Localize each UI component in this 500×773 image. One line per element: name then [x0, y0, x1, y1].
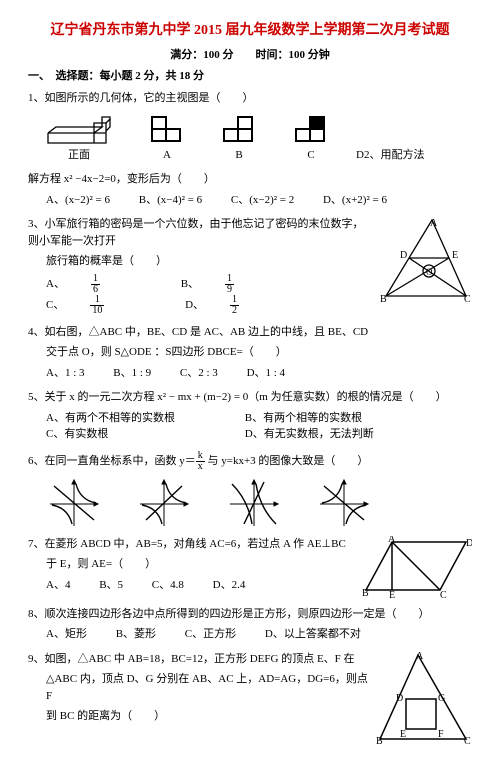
q4-c: C、2 : 3 — [180, 365, 218, 382]
rhombus-figure: A D B E C — [362, 536, 472, 598]
q7-b: B、5 — [99, 577, 123, 594]
q1-solid: 正面 — [46, 111, 112, 164]
lbl-B: B — [362, 588, 369, 598]
view-c-icon — [294, 115, 328, 145]
q4-stem2: 交于点 O，则 S△ODE ：S四边形 DBCE=（ ） — [46, 344, 472, 361]
question-2: 解方程 x² −4x−2=0，变形后为（ ） A、(x−2)² = 6 B、(x… — [28, 171, 472, 208]
view-b-icon — [222, 115, 256, 145]
q2-a: A、(x−2)² = 6 — [46, 192, 110, 209]
front-label: 正面 — [46, 147, 112, 164]
q4-a: A、1 : 3 — [46, 365, 85, 382]
q3-c: C、110 — [46, 295, 156, 316]
q8-a: A、矩形 — [46, 626, 87, 643]
q2-c: C、(x−2)² = 2 — [231, 192, 294, 209]
lbl-D: D — [466, 538, 472, 549]
opt-d-label: D2、用配方法 — [356, 147, 424, 164]
lbl-E: E — [389, 590, 395, 598]
exam-title: 辽宁省丹东市第九中学 2015 届九年级数学上学期第二次月考试题 — [28, 20, 472, 41]
question-5: 5、关于 x 的一元二次方程 x² − mx + (m−2) = 0（m 为任意… — [28, 389, 472, 443]
opt-a-label: A — [150, 147, 184, 164]
q8-options: A、矩形 B、菱形 C、正方形 D、以上答案都不对 — [46, 626, 472, 643]
lbl-D: D — [396, 693, 403, 704]
q6-stem: 6、在同一直角坐标系中，函数 y＝kx 与 y=kx+3 的图像大致是（ ） — [28, 451, 472, 472]
question-1: 1、如图所示的几何体，它的主视图是（ ） 正面 A — [28, 90, 472, 163]
q1-figures: 正面 A B — [46, 111, 472, 164]
q1-stem: 1、如图所示的几何体，它的主视图是（ ） — [28, 90, 472, 107]
lbl-A: A — [388, 536, 396, 545]
graph-a-icon — [46, 476, 102, 528]
lbl-C: C — [464, 736, 471, 745]
opt-b-label: B — [222, 147, 256, 164]
graph-d-icon — [316, 476, 372, 528]
q4-options: A、1 : 3 B、1 : 9 C、2 : 3 D、1 : 4 — [46, 365, 472, 382]
lbl-B: B — [376, 736, 383, 745]
lbl-G: G — [438, 693, 445, 704]
q2-stem: 解方程 x² −4x−2=0，变形后为（ ） — [28, 171, 472, 188]
view-a-icon — [150, 115, 184, 145]
q8-b: B、菱形 — [116, 626, 156, 643]
lbl-C: C — [440, 590, 447, 598]
question-6: 6、在同一直角坐标系中，函数 y＝kx 与 y=kx+3 的图像大致是（ ） — [28, 451, 472, 528]
lbl-C: C — [464, 294, 471, 304]
q5-stem: 5、关于 x 的一元二次方程 x² − mx + (m−2) = 0（m 为任意… — [28, 389, 472, 406]
q2-d: D、(x+2)² = 6 — [323, 192, 387, 209]
lbl-O: O — [426, 267, 433, 277]
q3-b: B、19 — [181, 274, 286, 295]
graph-c-icon — [226, 476, 282, 528]
lbl-A: A — [430, 218, 438, 229]
q7-c: C、4.8 — [152, 577, 184, 594]
lbl-A: A — [416, 651, 424, 662]
question-7: A D B E C 7、在菱形 ABCD 中，AB=5，对角线 AC=6，若过点… — [28, 536, 472, 598]
q2-b: B、(x−4)² = 6 — [139, 192, 202, 209]
question-3-4-block: A D E O B C 3、小军旅行箱的密码是一个六位数，由于他忘记了密码的末位… — [28, 216, 472, 381]
q1-opt-d: D2、用配方法 — [356, 119, 424, 164]
q5-options: A、有两个不相等的实数根 B、有两个相等的实数根 C、有实数根 D、有无实数根，… — [46, 410, 472, 443]
lbl-E: E — [452, 250, 458, 261]
q5-b: B、有两个相等的实数根 — [245, 410, 362, 427]
q8-d: D、以上答案都不对 — [265, 626, 361, 643]
q7-a: A、4 — [46, 577, 70, 594]
lbl-F: F — [438, 729, 444, 740]
q8-stem: 8、顺次连接四边形各边中点所得到的四边形是正方形，则原四边形一定是（ ） — [28, 606, 472, 623]
q2-options: A、(x−2)² = 6 B、(x−4)² = 6 C、(x−2)² = 2 D… — [46, 192, 472, 209]
lbl-B: B — [380, 294, 387, 304]
q1-opt-a: A — [150, 115, 184, 164]
q4-stem1: 4、如右图，△ABC 中，BE、CD 是 AC、AB 边上的中线，且 BE、CD — [28, 324, 472, 341]
question-9: A D G E F B C 9、如图，△ABC 中 AB=18，BC=12，正方… — [28, 651, 472, 745]
q7-d: D、2.4 — [213, 577, 246, 594]
q1-opt-c: C — [294, 115, 328, 164]
q8-c: C、正方形 — [185, 626, 236, 643]
q5-c: C、有实数根 — [46, 426, 216, 443]
triangle-medians-figure: A D E O B C — [380, 216, 472, 304]
question-8: 8、顺次连接四边形各边中点所得到的四边形是正方形，则原四边形一定是（ ） A、矩… — [28, 606, 472, 643]
q5-a: A、有两个不相等的实数根 — [46, 410, 216, 427]
q5-d: D、有无实数根，无法判断 — [245, 426, 374, 443]
q4-b: B、1 : 9 — [113, 365, 151, 382]
triangle-square-figure: A D G E F B C — [376, 651, 472, 745]
solid-icon — [46, 111, 112, 145]
graph-b-icon — [136, 476, 192, 528]
q6-graphs — [46, 476, 472, 528]
q3-a: A、16 — [46, 274, 152, 295]
exam-subtitle: 满分：100 分 时间：100 分钟 — [28, 47, 472, 64]
lbl-E: E — [400, 729, 406, 740]
q1-opt-b: B — [222, 115, 256, 164]
q4-d: D、1 : 4 — [247, 365, 286, 382]
opt-c-label: C — [294, 147, 328, 164]
lbl-D: D — [400, 250, 407, 261]
section-1-heading: 一、 选择题：每小题 2 分，共 18 分 — [28, 68, 472, 85]
q3-d: D、12 — [185, 295, 291, 316]
